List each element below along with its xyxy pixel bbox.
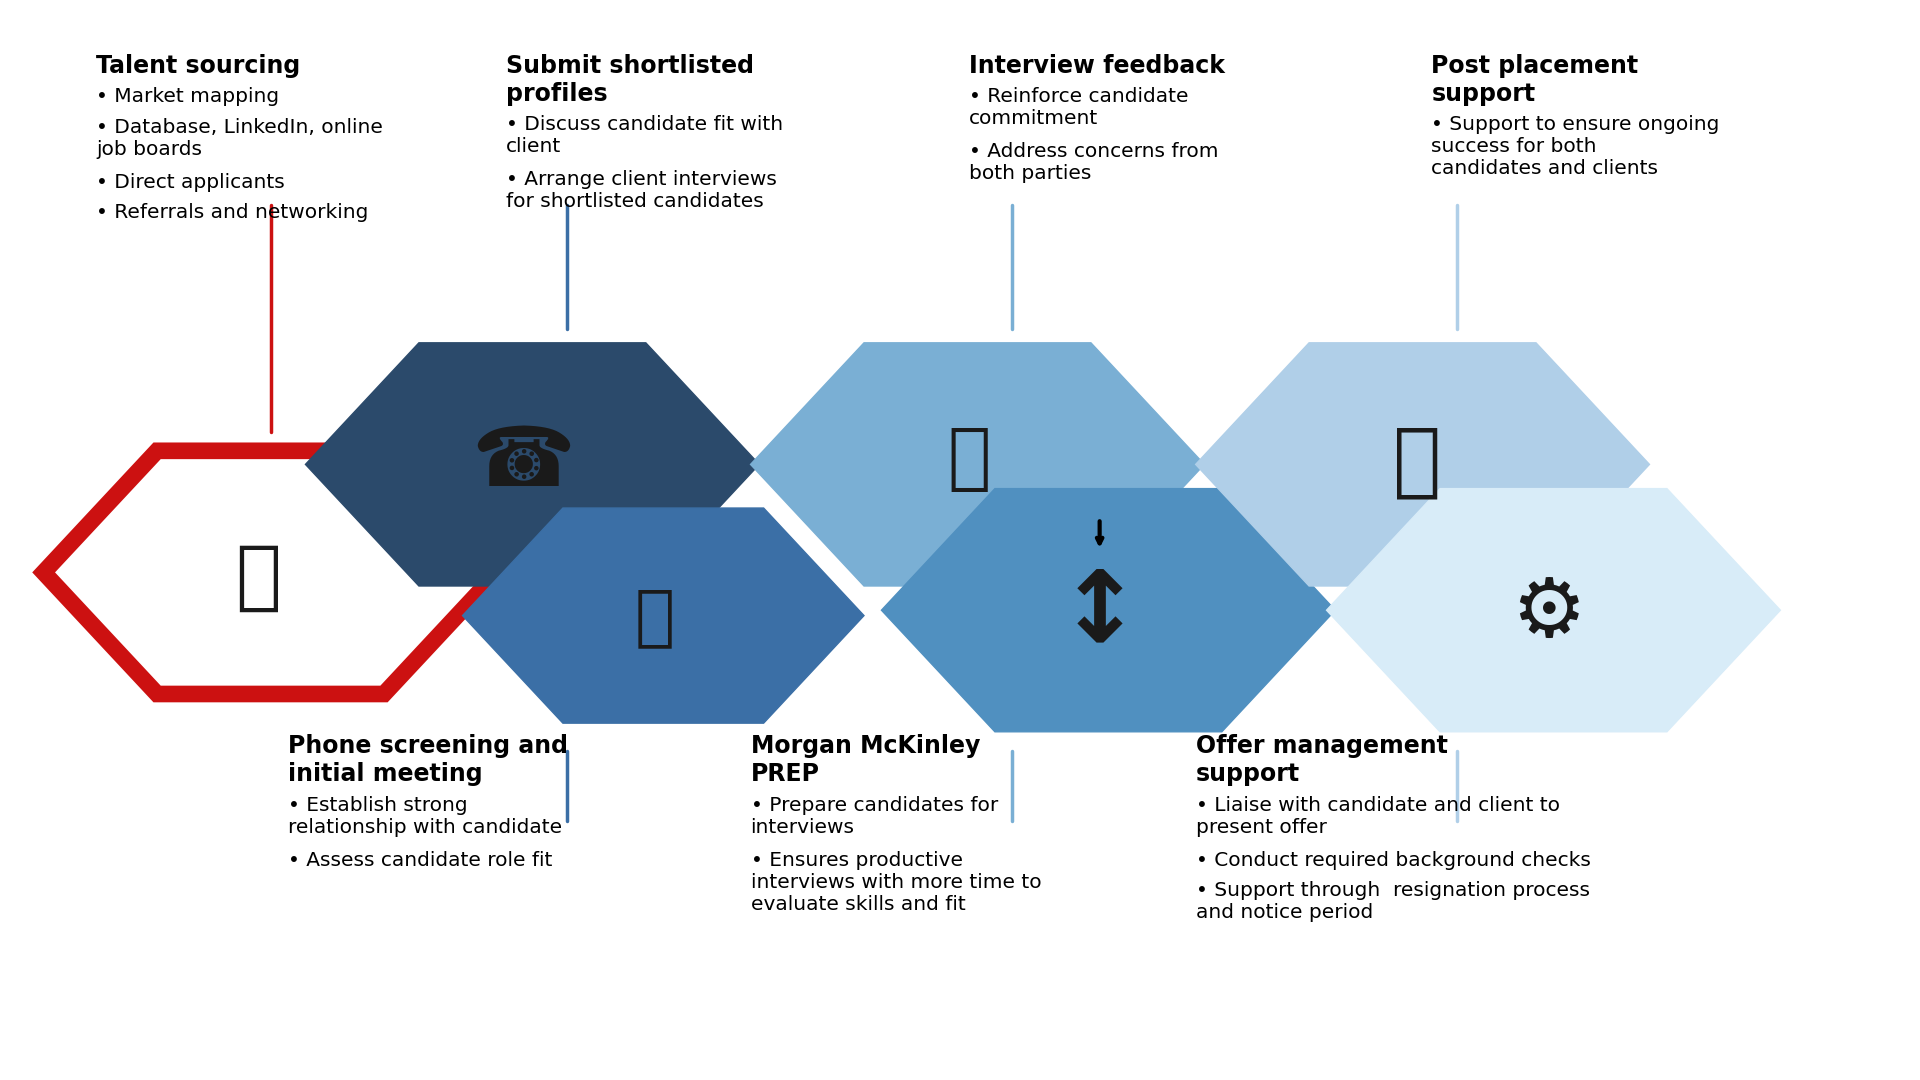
Polygon shape — [463, 508, 864, 724]
Text: Interview feedback: Interview feedback — [970, 54, 1225, 78]
Text: Submit shortlisted
profiles: Submit shortlisted profiles — [507, 54, 755, 106]
Text: • Direct applicants: • Direct applicants — [96, 173, 284, 191]
Text: • Conduct required background checks: • Conduct required background checks — [1196, 851, 1590, 869]
Text: • Ensures productive
interviews with more time to
evaluate skills and fit: • Ensures productive interviews with mor… — [751, 851, 1041, 914]
Text: 📋: 📋 — [634, 584, 674, 651]
Text: Talent sourcing: Talent sourcing — [96, 54, 300, 78]
Polygon shape — [1327, 488, 1780, 732]
Text: • Establish strong
relationship with candidate: • Establish strong relationship with can… — [288, 796, 563, 837]
Polygon shape — [881, 488, 1334, 732]
Text: • Support through  resignation process
and notice period: • Support through resignation process an… — [1196, 881, 1590, 922]
Polygon shape — [751, 342, 1204, 586]
Text: 🔍: 🔍 — [236, 541, 280, 615]
Text: 🤝: 🤝 — [1394, 423, 1442, 501]
Text: ⚙: ⚙ — [1511, 572, 1586, 654]
Text: • Liaise with candidate and client to
present offer: • Liaise with candidate and client to pr… — [1196, 796, 1559, 837]
Text: • Referrals and networking: • Referrals and networking — [96, 203, 369, 222]
Text: • Database, LinkedIn, online
job boards: • Database, LinkedIn, online job boards — [96, 118, 382, 159]
Text: • Market mapping: • Market mapping — [96, 86, 278, 106]
Text: • Address concerns from
both parties: • Address concerns from both parties — [970, 141, 1217, 183]
Text: Morgan McKinley
PREP: Morgan McKinley PREP — [751, 734, 979, 786]
Text: • Support to ensure ongoing
success for both
candidates and clients: • Support to ensure ongoing success for … — [1430, 116, 1720, 178]
Text: Post placement
support: Post placement support — [1430, 54, 1638, 106]
Text: • Arrange client interviews
for shortlisted candidates: • Arrange client interviews for shortlis… — [507, 171, 778, 212]
Polygon shape — [305, 342, 758, 586]
Text: • Reinforce candidate
commitment: • Reinforce candidate commitment — [970, 86, 1188, 127]
Text: ☎: ☎ — [472, 421, 576, 503]
Text: • Prepare candidates for
interviews: • Prepare candidates for interviews — [751, 796, 998, 837]
Text: Phone screening and
initial meeting: Phone screening and initial meeting — [288, 734, 568, 786]
Polygon shape — [1196, 342, 1649, 586]
Text: ↕: ↕ — [1058, 565, 1142, 662]
Text: 💻: 💻 — [947, 424, 991, 494]
Text: Offer management
support: Offer management support — [1196, 734, 1448, 786]
Text: • Assess candidate role fit: • Assess candidate role fit — [288, 851, 553, 869]
Text: • Discuss candidate fit with
client: • Discuss candidate fit with client — [507, 116, 783, 157]
